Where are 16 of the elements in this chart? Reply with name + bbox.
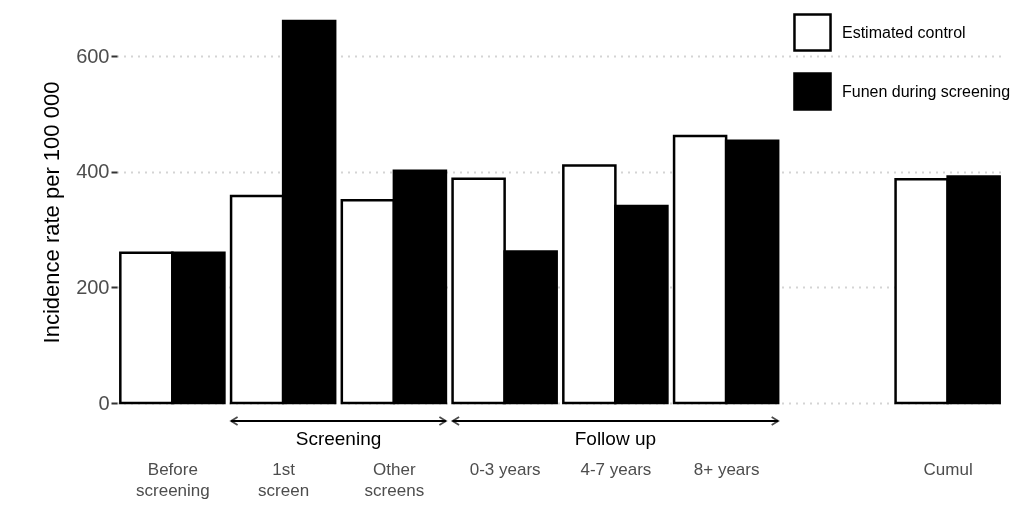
x-tick-label: 8+ years [693, 459, 760, 479]
x-tick-label: Before screening [136, 459, 210, 500]
text: Follow up [574, 428, 657, 449]
y-tick-label: 200 [76, 275, 110, 298]
y-tick-label: 600 [76, 44, 110, 67]
y-tick-label: 400 [76, 160, 110, 183]
y-tick-label: 0 [98, 391, 110, 414]
x-tick-label: 1st screen [258, 459, 310, 500]
x-tick-label: Other screens [364, 459, 425, 500]
text: Screening [295, 428, 382, 449]
legend-label: Estimated control [842, 23, 966, 41]
y-axis-title: Incidence rate per 100 000 [39, 81, 65, 344]
x-tick-label: 0-3 years [469, 459, 541, 479]
legend-label: Funen during screening [842, 82, 1011, 100]
x-tick-label: 4-7 years [580, 459, 652, 479]
x-tick-label: Cumul [923, 459, 973, 479]
